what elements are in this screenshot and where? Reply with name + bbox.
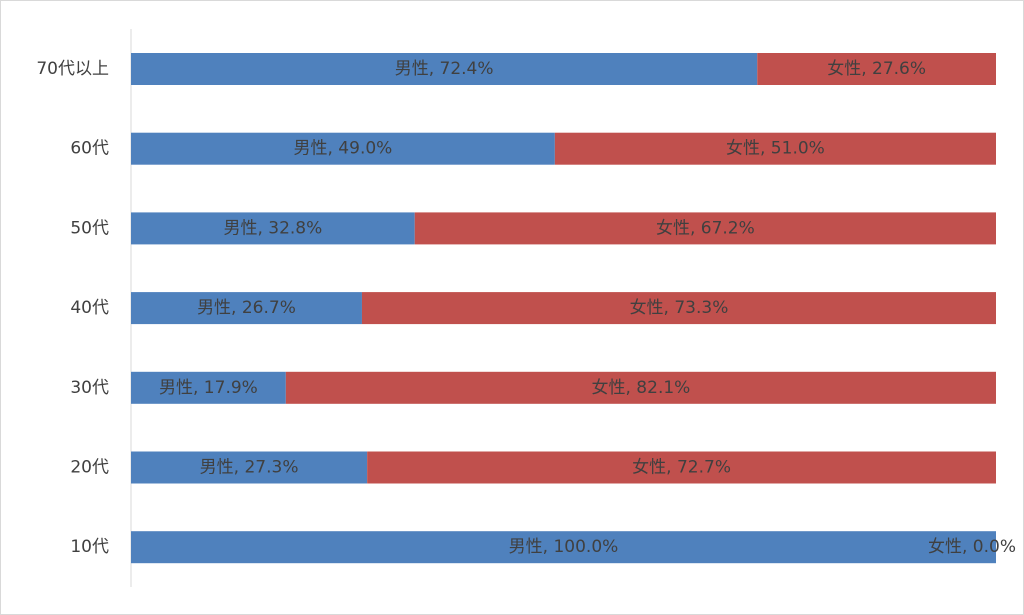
bar-segment [361,292,997,325]
bar-segment [414,212,997,245]
data-label: 男性, 32.8% [223,218,322,238]
category-label: 60代 [70,139,109,159]
category-label: 20代 [70,458,109,478]
bar-segment [131,132,555,165]
data-label: 男性, 49.0% [294,139,393,159]
bar-segment [131,531,996,564]
bar-segment [367,451,996,484]
bar-segment [554,132,996,165]
data-label: 女性, 27.6% [827,59,926,79]
data-label: 女性, 0.0% [928,537,1016,557]
bar-segment [131,292,362,325]
data-label: 男性, 72.4% [395,59,494,79]
data-label: 女性, 82.1% [592,378,691,398]
bar-segment [131,371,286,404]
data-label: 女性, 67.2% [656,218,755,238]
data-label: 女性, 73.3% [630,298,729,318]
bar-segment [131,451,368,484]
category-label: 10代 [70,537,109,557]
data-label: 男性, 17.9% [159,378,258,398]
bar-segment [757,53,996,85]
category-label: 40代 [70,298,109,318]
category-label: 30代 [70,378,109,398]
category-label: 50代 [70,218,109,238]
bar-segment [285,371,996,404]
data-label: 男性, 26.7% [197,298,296,318]
category-label: 70代以上 [36,59,109,79]
bar-segment [131,212,415,245]
data-label: 男性, 100.0% [509,537,619,557]
data-label: 男性, 27.3% [200,458,299,478]
data-label: 女性, 51.0% [726,139,825,159]
bar-segment [131,53,758,85]
data-label: 女性, 72.7% [632,458,731,478]
